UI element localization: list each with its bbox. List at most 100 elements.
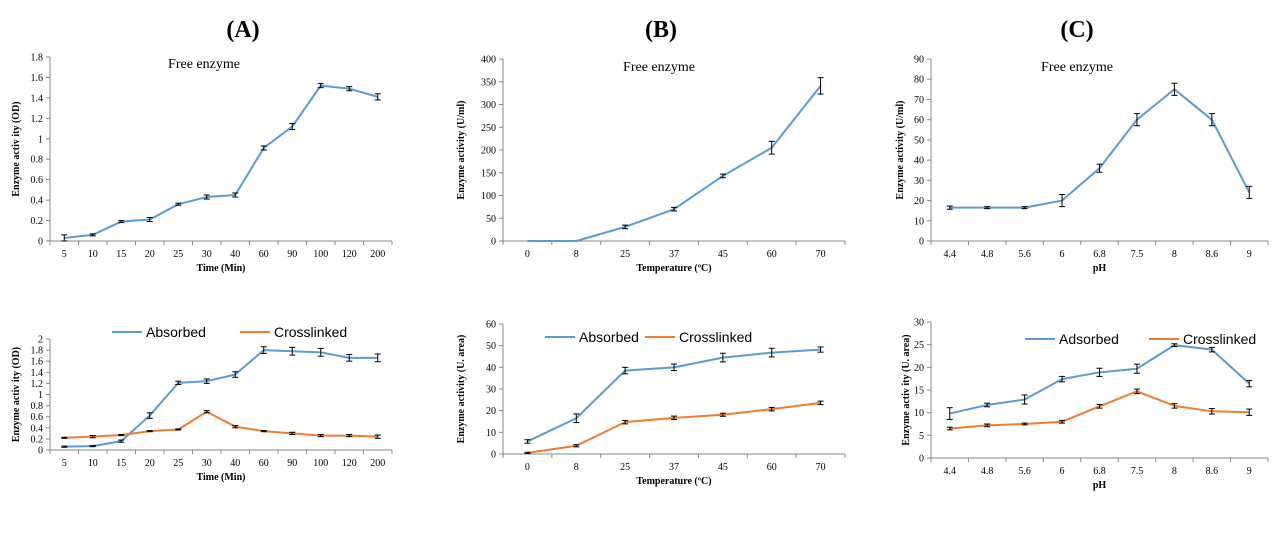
x-tick-label: 25 <box>620 249 630 260</box>
y-tick-label: 20 <box>914 196 924 207</box>
x-axis-title: Temperature (ºC) <box>636 476 711 487</box>
x-axis-title: pH <box>1093 480 1107 491</box>
series-line-1 <box>949 344 1250 415</box>
x-tick-label: 10 <box>88 458 98 469</box>
chart-5: 0 10 20 30 40 50 60 0 8 25 37 45 60 70 Temperature (ºC… <box>456 320 846 487</box>
x-tick-label: 4.8 <box>981 466 994 477</box>
x-tick-label: 45 <box>718 462 728 473</box>
x-axis-title: Time (Min) <box>197 472 246 483</box>
x-tick-label: 100 <box>313 458 328 469</box>
x-tick-label: 4.8 <box>981 249 994 260</box>
y-tick-label: 0 <box>491 450 496 461</box>
x-tick-label: 8 <box>1172 466 1177 477</box>
y-tick-label: 80 <box>914 75 924 86</box>
x-tick-label: 0 <box>525 462 530 473</box>
x-tick-label: 40 <box>230 458 240 469</box>
x-tick-label: 25 <box>173 249 183 260</box>
series-line-1 <box>526 348 821 443</box>
y-tick-label: 100 <box>481 191 496 202</box>
x-tick-label: 120 <box>342 458 357 469</box>
x-tick-label: 6 <box>1060 249 1065 260</box>
x-tick-label: 9 <box>1247 466 1252 477</box>
y-tick-label: 30 <box>486 385 496 396</box>
x-tick-label: 25 <box>173 458 183 469</box>
y-axis-title: Enzyme activity (U/ml) <box>895 101 906 200</box>
legend-label: Crosslinked <box>274 324 347 340</box>
series-line-1 <box>64 84 379 239</box>
y-tick-label: 50 <box>486 214 496 225</box>
x-tick-label: 5 <box>62 458 67 469</box>
x-tick-label: 6.8 <box>1093 249 1106 260</box>
y-tick-label: 1.2 <box>31 379 44 390</box>
chart-2: 0 50 100 150 200 250 300 350 400 0 8 25 37 45 60 70 Temp… <box>456 55 846 274</box>
y-tick-label: 20 <box>486 406 496 417</box>
x-axis-title: pH <box>1093 263 1107 274</box>
x-tick-label: 4.4 <box>943 249 956 260</box>
y-tick-label: 250 <box>481 123 496 134</box>
x-tick-label: 60 <box>767 249 777 260</box>
y-tick-label: 0 <box>38 446 43 457</box>
x-tick-label: 70 <box>816 462 826 473</box>
x-tick-label: 8 <box>574 462 579 473</box>
y-tick-label: 200 <box>481 146 496 157</box>
y-tick-label: 60 <box>486 320 496 331</box>
x-tick-label: 8 <box>574 249 579 260</box>
x-tick-label: 4.4 <box>943 466 956 477</box>
y-tick-label: 50 <box>486 341 496 352</box>
x-tick-label: 9 <box>1247 249 1252 260</box>
y-tick-label: 30 <box>914 318 924 329</box>
x-tick-label: 5.6 <box>1018 466 1031 477</box>
x-tick-label: 40 <box>230 249 240 260</box>
x-tick-label: 30 <box>202 458 212 469</box>
y-tick-label: 40 <box>914 156 924 167</box>
y-tick-label: 300 <box>481 100 496 111</box>
x-tick-label: 15 <box>116 458 126 469</box>
x-axis-title: Time (Min) <box>197 263 246 274</box>
x-tick-label: 37 <box>669 249 679 260</box>
y-tick-label: 0.6 <box>31 175 44 186</box>
x-tick-label: 60 <box>259 249 269 260</box>
y-tick-label: 350 <box>481 77 496 88</box>
series-line-1 <box>527 85 822 242</box>
x-tick-label: 30 <box>202 249 212 260</box>
y-tick-label: 60 <box>914 115 924 126</box>
y-tick-label: 1.6 <box>31 357 44 368</box>
y-tick-label: 0.2 <box>31 434 44 445</box>
chart-4: 00.20.40.60.811.21.41.61.825 10 15 20 25 30 40… <box>11 324 393 483</box>
chart-title: Free enzyme <box>168 57 240 72</box>
series-line-2 <box>527 401 821 454</box>
y-tick-label: 25 <box>914 340 924 351</box>
series-line-2 <box>949 390 1250 430</box>
chart-title: Free enzyme <box>1041 60 1113 75</box>
y-tick-label: 15 <box>914 386 924 397</box>
x-tick-label: 70 <box>816 249 826 260</box>
y-tick-label: 5 <box>919 431 924 442</box>
x-tick-label: 200 <box>370 458 385 469</box>
chart-title: Free enzyme <box>623 60 695 75</box>
y-tick-label: 0.8 <box>31 401 44 412</box>
y-tick-label: 90 <box>914 55 924 66</box>
legend-label: Crosslinked <box>1183 331 1256 347</box>
x-tick-label: 0 <box>525 249 530 260</box>
y-axis-title: Enzyme activ ity (OD) <box>11 101 22 196</box>
y-axis-title: Enzyme activity (U. area) <box>456 335 467 444</box>
x-tick-label: 90 <box>287 249 297 260</box>
series-line-2 <box>64 410 378 439</box>
y-tick-label: 2 <box>38 335 43 346</box>
y-tick-label: 10 <box>914 216 924 227</box>
panel-label-c: (C) <box>1060 17 1093 43</box>
x-tick-label: 20 <box>145 458 155 469</box>
x-tick-label: 37 <box>669 462 679 473</box>
x-tick-label: 10 <box>88 249 98 260</box>
x-tick-label: 15 <box>116 249 126 260</box>
y-tick-label: 0 <box>919 237 924 248</box>
y-tick-label: 70 <box>914 95 924 106</box>
x-tick-label: 60 <box>767 462 777 473</box>
y-tick-label: 10 <box>914 408 924 419</box>
x-tick-label: 5.6 <box>1018 249 1031 260</box>
y-tick-label: 1.2 <box>31 114 44 125</box>
y-tick-label: 1 <box>38 134 43 145</box>
y-tick-label: 1.4 <box>31 368 44 379</box>
y-tick-label: 150 <box>481 168 496 179</box>
